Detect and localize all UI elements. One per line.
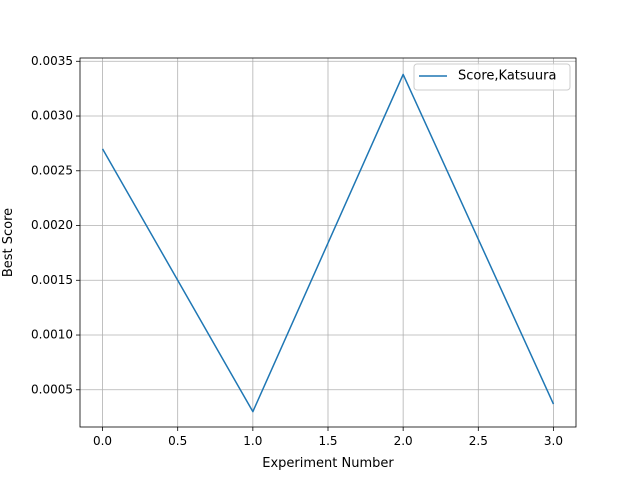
x-tick-label: 1.0 [243,434,262,448]
x-tick-label: 1.5 [318,434,337,448]
x-axis-label: Experiment Number [262,456,394,471]
series-line-score-katsuura [101,73,555,413]
y-tick-label: 0.0015 [31,273,73,287]
grid [80,58,576,427]
x-tick-label: 3.0 [544,434,563,448]
y-tick-label: 0.0005 [31,382,73,396]
legend-label-score-katsuura: Score,Katsuura [458,69,556,84]
y-tick-label: 0.0030 [31,109,73,123]
legend-box [413,63,571,91]
x-tick-label: 2.5 [469,434,488,448]
x-tick-label: 2.0 [394,434,413,448]
x-tick-label: 0.0 [93,434,112,448]
x-axis-ticks: 0.0 0.5 1.0 1.5 2.0 2.5 3.0 [93,427,563,448]
y-tick-label: 0.0010 [31,328,73,342]
series-layer [101,73,555,413]
legend: Score,Katsuura [413,63,571,91]
y-tick-label: 0.0025 [31,163,73,177]
y-axis-label: Best Score [1,208,16,277]
y-tick-label: 0.0020 [31,218,73,232]
x-tick-label: 0.5 [168,434,187,448]
y-axis-ticks: 0.0005 0.0010 0.0015 0.0020 0.0025 0.0030 0.00… [31,54,80,396]
y-tick-label: 0.0035 [31,54,73,68]
